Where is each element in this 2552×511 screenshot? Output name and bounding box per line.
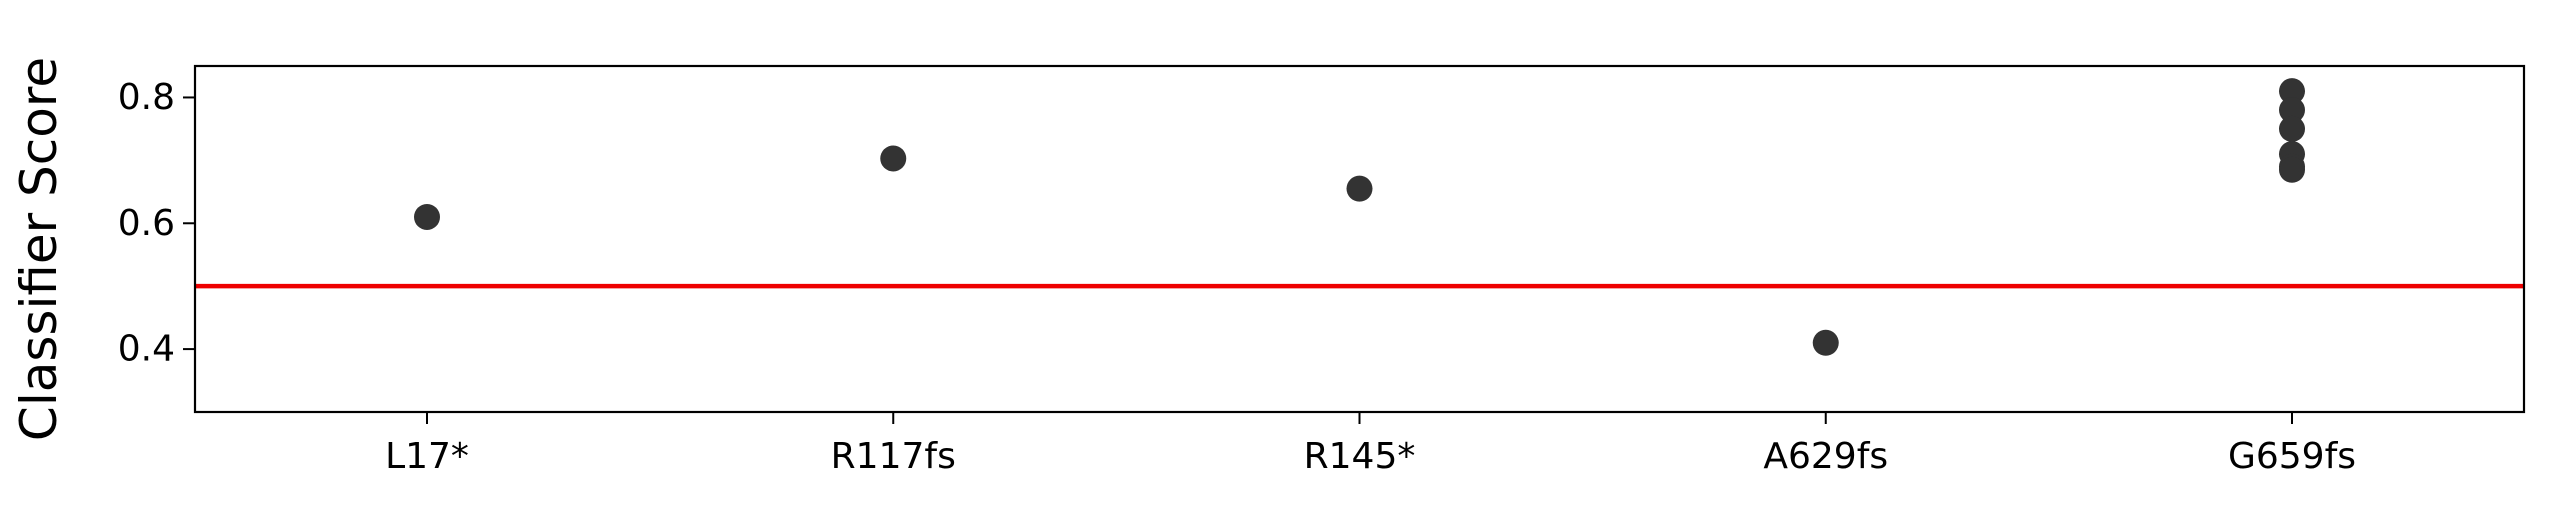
y-tick-label: 0.4: [118, 329, 175, 370]
y-tick-label: 0.8: [118, 77, 175, 118]
x-tick-label: R145*: [1304, 436, 1416, 477]
y-axis-title: Classifier Score: [10, 57, 68, 441]
y-axis-ticks: 0.4 0.6 0.8: [118, 77, 195, 370]
x-tick-label: G659fs: [2228, 436, 2356, 477]
x-tick-label: R117fs: [831, 436, 956, 477]
data-point: [2279, 156, 2305, 183]
data-points: [414, 78, 2305, 356]
data-point: [880, 145, 907, 172]
x-axis-ticks: L17* R117fs R145* A629fs G659fs: [385, 412, 2356, 477]
data-point: [2279, 115, 2305, 142]
x-tick-label: L17*: [385, 436, 469, 477]
data-point: [2279, 97, 2305, 124]
y-tick-label: 0.6: [118, 203, 175, 244]
data-point: [1812, 329, 1839, 356]
data-point: [2279, 78, 2305, 105]
data-point: [1346, 175, 1373, 202]
data-point: [414, 203, 440, 230]
plot-frame: [193, 64, 2526, 414]
x-tick-label: A629fs: [1763, 436, 1888, 477]
